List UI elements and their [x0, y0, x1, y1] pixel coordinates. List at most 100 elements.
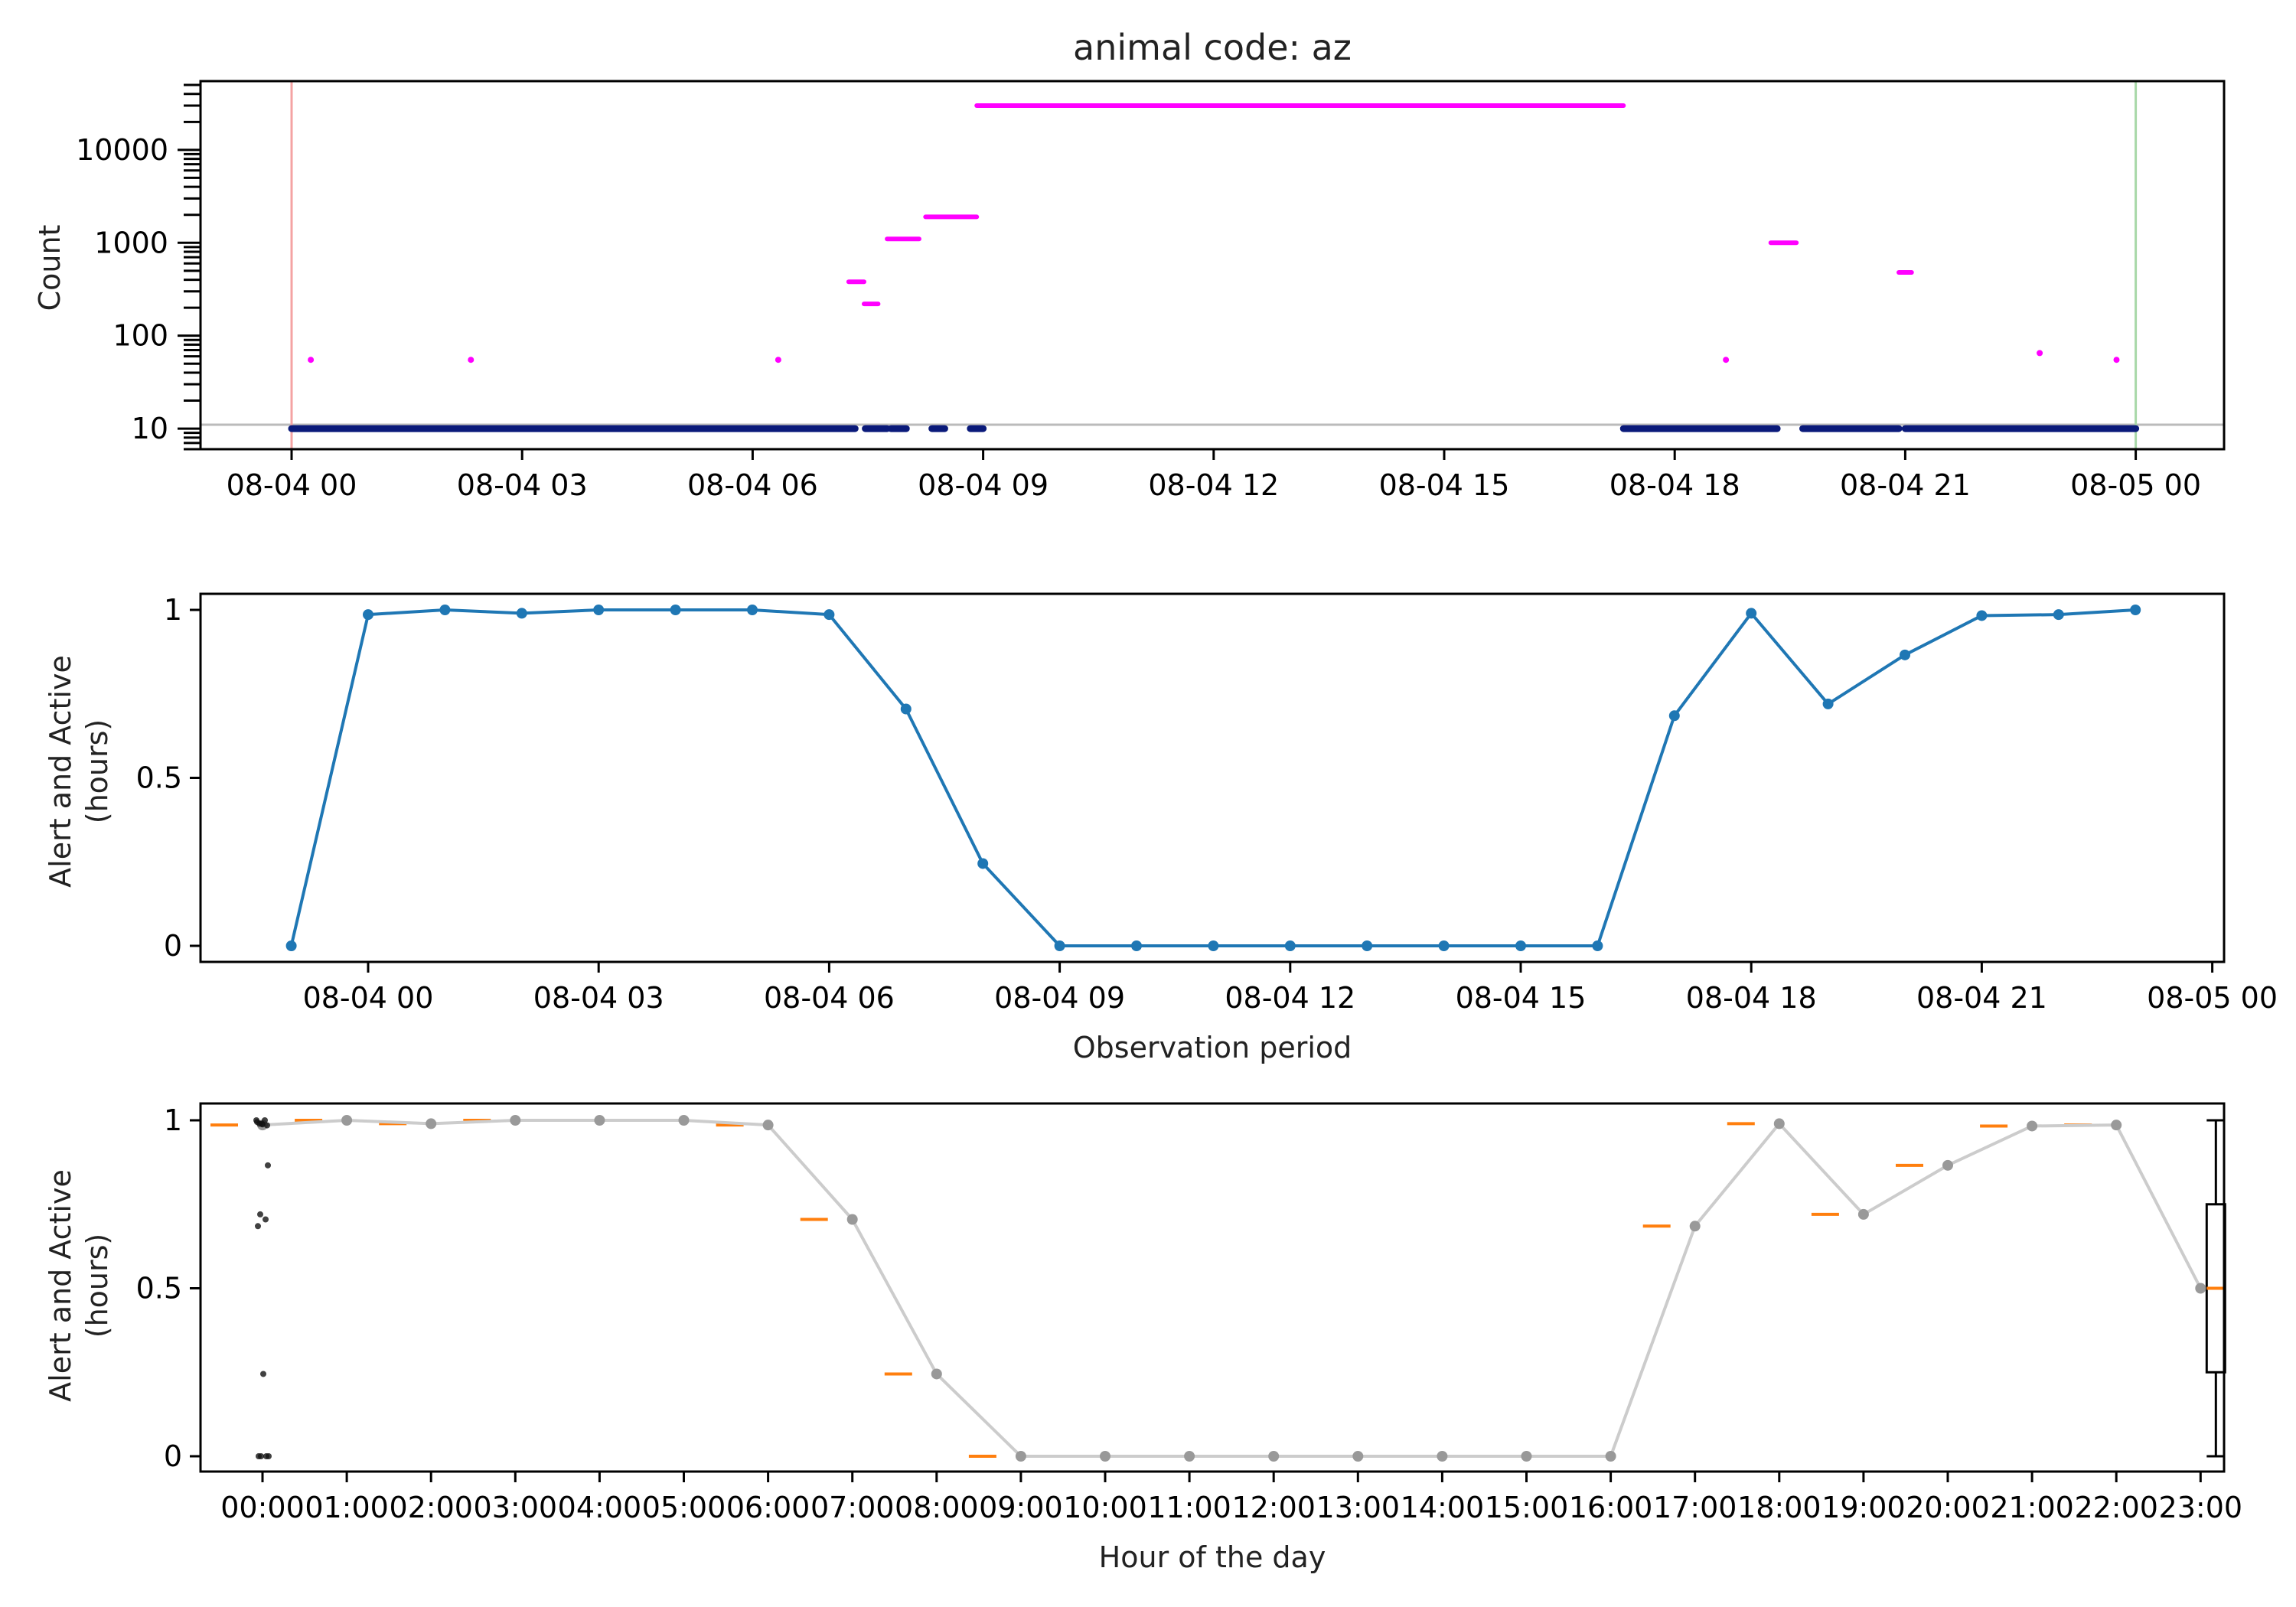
x-tick-label: 16:00 — [1569, 1491, 1653, 1524]
x-tick-label: 22:00 — [2074, 1491, 2158, 1524]
x-tick-label: 09:00 — [979, 1491, 1063, 1524]
x-tick-label: 20:00 — [1906, 1491, 1990, 1524]
x-tick-label: 08-04 18 — [1609, 468, 1740, 502]
raw-point — [263, 1453, 269, 1459]
x-tick-label: 01:00 — [305, 1491, 389, 1524]
count-point — [775, 357, 781, 363]
hour-plot-frame — [199, 1102, 2226, 1473]
x-tick-label: 05:00 — [642, 1491, 726, 1524]
data-point — [1362, 940, 1373, 951]
raw-point — [264, 1122, 270, 1129]
data-point — [823, 609, 835, 621]
hourly-point — [1521, 1451, 1532, 1462]
hour-x-axis-label: Hour of the day — [1099, 1540, 1326, 1574]
hourly-point — [1437, 1451, 1448, 1462]
y-tick-label: 1000 — [94, 226, 168, 259]
x-tick-label: 23:00 — [2159, 1491, 2243, 1524]
x-tick-label: 08-04 09 — [994, 981, 1125, 1015]
x-tick-label: 08-04 15 — [1379, 468, 1510, 502]
raw-point — [255, 1223, 261, 1230]
hour-axis-ticks: 00:00 01:00 02:00 03:00 04:00 05:00 06:00 07:00… — [136, 1103, 2242, 1524]
x-tick-label: 08-05 00 — [2147, 981, 2278, 1015]
hourly-point — [1689, 1221, 1701, 1232]
data-point — [1515, 940, 1526, 951]
hourly-point — [1015, 1451, 1026, 1462]
x-tick-label: 17:00 — [1653, 1491, 1737, 1524]
x-tick-label: 10:00 — [1063, 1491, 1147, 1524]
observation-y-axis-label-line1: Alert and Active — [44, 655, 77, 888]
data-point — [1668, 710, 1680, 722]
data-point — [1054, 940, 1065, 951]
data-point — [516, 608, 527, 619]
hourly-point — [1942, 1159, 1953, 1171]
raw-point — [263, 1216, 269, 1223]
count-point — [468, 357, 475, 363]
hour-y-axis-label-line2: (hours) — [80, 1234, 114, 1338]
data-point — [1746, 608, 1757, 619]
y-tick-label: 0 — [164, 1439, 182, 1473]
hour-y-axis-label-line1: Alert and Active — [44, 1169, 77, 1402]
reference-lines — [201, 81, 2224, 449]
y-tick-label: 1 — [164, 1103, 182, 1137]
x-tick-label: 18:00 — [1737, 1491, 1821, 1524]
data-point — [285, 940, 297, 951]
hourly-point — [846, 1214, 858, 1225]
hourly-point — [1857, 1208, 1869, 1220]
x-tick-label: 19:00 — [1821, 1491, 1906, 1524]
hourly-point — [1773, 1118, 1785, 1129]
series-line — [289, 608, 2136, 947]
data-point — [977, 858, 989, 869]
x-tick-label: 15:00 — [1485, 1491, 1569, 1524]
hourly-point — [678, 1115, 690, 1126]
hourly-point — [426, 1118, 437, 1129]
hourly-point — [2195, 1283, 2206, 1294]
data-point — [2130, 605, 2141, 615]
hourly-point — [762, 1120, 774, 1131]
x-tick-label: 08-04 21 — [1916, 981, 2047, 1015]
observation-marks — [285, 605, 2141, 951]
x-tick-label: 14:00 — [1401, 1491, 1485, 1524]
y-tick-label: 10 — [132, 412, 168, 445]
y-tick-label: 0.5 — [136, 761, 182, 795]
hourly-point — [1605, 1451, 1616, 1462]
x-tick-label: 02:00 — [389, 1491, 473, 1524]
data-point — [1208, 940, 1219, 951]
raw-point — [256, 1453, 262, 1459]
hourly-point — [1184, 1451, 1195, 1462]
y-tick-label: 100 — [113, 319, 168, 353]
count-panel: animal code: az Count 08-04 00 08-04 03 08… — [33, 27, 2226, 502]
chart-title: animal code: az — [1073, 27, 1352, 68]
count-plot-frame — [199, 80, 2226, 451]
hourly-point — [1100, 1451, 1110, 1462]
data-point — [1822, 698, 1834, 709]
count-point — [2037, 350, 2043, 357]
x-tick-label: 08-04 06 — [764, 981, 895, 1015]
x-tick-label: 00:00 — [220, 1491, 305, 1524]
x-tick-label: 08-04 03 — [533, 981, 664, 1015]
raw-point — [260, 1371, 266, 1377]
x-tick-label: 08-04 09 — [918, 468, 1049, 502]
x-tick-label: 06:00 — [726, 1491, 810, 1524]
data-point — [363, 609, 373, 621]
data-point — [670, 605, 681, 615]
x-tick-label: 08-04 18 — [1686, 981, 1817, 1015]
y-tick-label: 0.5 — [136, 1272, 182, 1305]
hour-marks — [210, 1115, 2226, 1462]
hourly-point — [931, 1368, 942, 1380]
x-tick-label: 11:00 — [1147, 1491, 1231, 1524]
raw-point — [257, 1211, 263, 1217]
data-point — [593, 605, 605, 615]
data-point — [1592, 940, 1603, 951]
x-tick-label: 08-04 21 — [1840, 468, 1971, 502]
observation-plot-frame — [199, 592, 2226, 963]
x-tick-label: 13:00 — [1316, 1491, 1401, 1524]
hour-panel: Alert and Active (hours) Hour of the day… — [44, 1102, 2242, 1574]
count-point — [1723, 357, 1730, 363]
count-y-axis-label: Count — [33, 225, 67, 311]
x-tick-label: 04:00 — [558, 1491, 642, 1524]
hourly-point — [510, 1115, 521, 1126]
x-tick-label: 08-04 00 — [303, 981, 434, 1015]
x-tick-label: 03:00 — [474, 1491, 558, 1524]
x-tick-label: 12:00 — [1231, 1491, 1316, 1524]
